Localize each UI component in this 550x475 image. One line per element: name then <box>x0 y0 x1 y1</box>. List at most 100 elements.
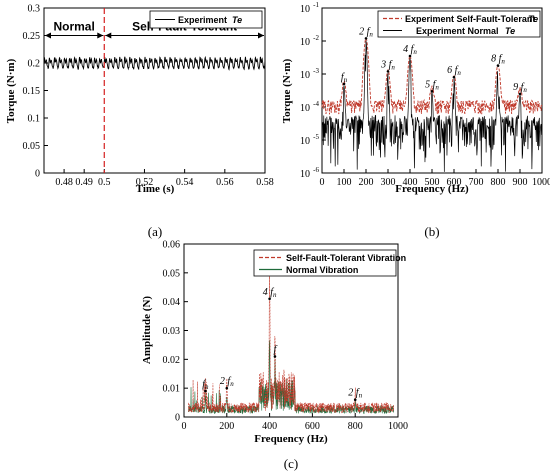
panel-c-legend-label-1: Self-Fault-Tolerant Vibration <box>286 253 406 263</box>
panel-a-legend-box <box>149 10 263 29</box>
panel-b-ytick-exponent: -5 <box>313 133 319 141</box>
panel-b-ytick-label: 10 <box>300 70 310 81</box>
panel-c-legend-label-2: Normal Vibration <box>286 265 358 275</box>
panel-b-legend-box <box>377 10 541 38</box>
panel-a-arrow-head <box>258 32 264 39</box>
panel-b-xtick-label: 700 <box>469 177 484 188</box>
panel-a-arrow-head <box>97 32 104 39</box>
panel-a-ytick-label: 0.25 <box>23 31 41 42</box>
panel-b-ytick-label: 10 <box>300 4 310 15</box>
panel-b-peak-sub: n <box>501 58 505 66</box>
panel-b-legend-label-2: Experiment Normal <box>416 26 499 36</box>
panel-b-peak-sub: n <box>391 63 395 71</box>
panel-a-xtick-label: 0.48 <box>55 177 73 188</box>
panel-b-xtick-label: 500 <box>425 177 440 188</box>
panel-a-ylabel: Torque (N·m) <box>5 58 17 123</box>
panel-b-peak-marker <box>452 75 456 79</box>
panel-b-fault-tolerant-line <box>321 37 543 115</box>
panel-b-peak-sub: n <box>435 83 439 91</box>
panel-a-xtick-label: 0.54 <box>176 177 194 188</box>
panel-b-peak-sub: n <box>457 69 461 77</box>
panel-b-ytick-label: 10 <box>300 103 310 114</box>
panel-b-peak-marker <box>408 54 412 58</box>
panel-b-peak-label: fn <box>341 72 348 84</box>
panel-a-legend-label: Experiment <box>178 15 227 25</box>
panel-b-xtick-label: 400 <box>403 177 418 188</box>
panel-a-xlabel: Time (s) <box>136 183 175 195</box>
panel-c-ytick-label: 0 <box>175 413 180 424</box>
panel-b-xtick-label: 800 <box>491 177 506 188</box>
panel-a-arrow-head <box>105 32 112 39</box>
panel-c-xtick-label: 0 <box>182 421 187 432</box>
panel-c-ytick-label: 0.05 <box>163 268 181 279</box>
panel-b-peak-marker <box>518 92 522 96</box>
panel-b-legend-label-1: Experiment Self-Fault-Tolerant <box>405 14 535 24</box>
panel-c-peak-marker <box>273 355 277 358</box>
panel-b-peak-label: 8 fn <box>491 54 505 66</box>
panel-b-ylabel: Torque (N·m) <box>281 58 293 123</box>
panel-a: 0.48 0.49 0.5 0.52 0.54 0.56 0.58 0 0.05 0.1 0.15 0… <box>5 4 274 240</box>
panel-a-region-label: Normal <box>53 20 94 34</box>
panel-b-ytick-exponent: -3 <box>313 67 319 75</box>
panel-c-xtick-label: 1000 <box>388 421 408 432</box>
panel-c-peak-sub: n <box>359 392 363 400</box>
panel-b-ytick-exponent: -1 <box>313 1 319 9</box>
panel-a-ytick-label: 0.05 <box>23 141 41 152</box>
panel-c-ytick-label: 0.02 <box>163 355 181 366</box>
panel-b-ytick-exponent: -2 <box>313 34 319 42</box>
panel-b-xtick-label: 300 <box>381 177 396 188</box>
panel-c-peak-marker <box>204 389 207 393</box>
panel-b-peak-marker <box>496 64 500 67</box>
panel-a-legend-symbol: Te <box>232 15 242 25</box>
panel-c-ylabel: Amplitude (N) <box>141 296 153 364</box>
panel-c-peak-sub: n <box>205 383 209 391</box>
panel-b-peak-sub: n <box>523 86 527 94</box>
panel-a-xtick-label: 0.56 <box>216 177 234 188</box>
panel-b-legend-symbol-1: Te <box>528 14 538 24</box>
panel-c-label: (c) <box>284 456 298 471</box>
panel-a-xtick-label: 0.58 <box>256 177 274 188</box>
panel-c-ytick-label: 0.04 <box>163 297 181 308</box>
panel-a-ytick-label: 0.3 <box>28 4 41 15</box>
panel-c: 0 200 400 600 800 1000 0 0.01 0.02 0.03 0.04 0.05 0.… <box>141 240 408 472</box>
panel-c-peak-label: f <box>274 344 278 355</box>
panel-c-ytick-label: 0.06 <box>163 240 181 251</box>
panel-c-xtick-label: 400 <box>262 421 277 432</box>
panel-b-legend-symbol-2: Te <box>505 26 515 36</box>
panel-b-label: (b) <box>424 224 439 239</box>
panel-b-peak-sub: n <box>369 30 373 38</box>
panel-b-ytick-exponent: -6 <box>313 166 319 174</box>
panel-a-ytick-label: 0 <box>35 169 40 180</box>
panel-c-legend-box <box>253 249 397 277</box>
panel-a-label: (a) <box>148 224 162 239</box>
panel-b-xtick-label: 1000 <box>532 177 550 188</box>
panel-b-xtick-label: 600 <box>447 177 462 188</box>
panel-b-ytick-exponent: -4 <box>313 100 319 108</box>
panel-b-peak-marker <box>430 89 434 93</box>
panel-b-ytick-label: 10 <box>300 37 310 48</box>
panel-b: 0 100 200 300 400 500 600 700 800 900 100010-610-5… <box>281 1 550 239</box>
panel-b-peak-marker <box>386 70 390 73</box>
panel-a-arrow-head <box>45 32 51 39</box>
panel-c-peak-marker <box>225 386 229 390</box>
panel-b-xlabel: Frequency (Hz) <box>395 183 469 195</box>
panel-c-peak-label: fn <box>202 379 209 391</box>
panel-b-ytick-label: 10 <box>300 169 310 180</box>
panel-a-ytick-label: 0.2 <box>28 59 41 70</box>
panel-b-peak-marker <box>342 82 346 86</box>
panel-b-peak-marker <box>364 37 368 40</box>
panel-a-xtick-label: 0.49 <box>75 177 93 188</box>
panel-a-xtick-label: 0.5 <box>98 177 111 188</box>
panel-a-torque-line <box>43 55 266 71</box>
panel-b-xtick-label: 100 <box>337 177 352 188</box>
panel-c-xtick-label: 800 <box>348 421 363 432</box>
panel-c-xtick-label: 200 <box>219 421 234 432</box>
panel-c-xlabel: Frequency (Hz) <box>254 433 328 445</box>
panel-c-normal-line <box>187 340 395 415</box>
panel-c-peak-sub: n <box>273 291 277 299</box>
panel-c-peak-sub: n <box>230 380 234 388</box>
panel-a-ytick-label: 0.1 <box>28 114 41 125</box>
panel-c-ytick-label: 0.03 <box>163 326 181 337</box>
panel-a-ytick-label: 0.15 <box>23 86 41 97</box>
